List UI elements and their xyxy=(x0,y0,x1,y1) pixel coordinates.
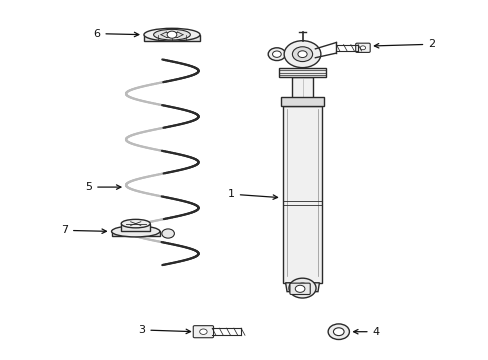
Circle shape xyxy=(288,278,315,298)
Text: 2: 2 xyxy=(374,39,434,49)
Circle shape xyxy=(295,285,305,292)
Polygon shape xyxy=(291,77,312,102)
Polygon shape xyxy=(121,224,150,231)
Ellipse shape xyxy=(153,30,190,40)
Circle shape xyxy=(167,31,177,38)
FancyBboxPatch shape xyxy=(355,43,369,53)
Text: 4: 4 xyxy=(353,327,379,337)
Polygon shape xyxy=(283,105,321,283)
Text: 5: 5 xyxy=(85,182,121,192)
Circle shape xyxy=(267,48,285,60)
Circle shape xyxy=(333,328,344,336)
Ellipse shape xyxy=(121,219,150,228)
Polygon shape xyxy=(279,68,325,77)
Circle shape xyxy=(292,47,312,62)
Polygon shape xyxy=(280,97,324,105)
Circle shape xyxy=(272,51,281,57)
Circle shape xyxy=(284,41,320,68)
Polygon shape xyxy=(143,35,200,41)
Text: 6: 6 xyxy=(93,28,139,39)
Circle shape xyxy=(297,51,306,58)
FancyBboxPatch shape xyxy=(193,326,213,338)
Circle shape xyxy=(199,329,207,334)
Circle shape xyxy=(360,46,365,50)
Ellipse shape xyxy=(143,28,200,41)
Ellipse shape xyxy=(111,226,160,237)
Circle shape xyxy=(162,229,174,238)
Polygon shape xyxy=(285,283,319,292)
Circle shape xyxy=(327,324,349,339)
Circle shape xyxy=(295,283,308,293)
Polygon shape xyxy=(111,231,160,236)
Text: 3: 3 xyxy=(138,325,190,335)
Text: 7: 7 xyxy=(61,225,106,235)
Text: 1: 1 xyxy=(227,189,277,199)
FancyBboxPatch shape xyxy=(289,283,309,294)
